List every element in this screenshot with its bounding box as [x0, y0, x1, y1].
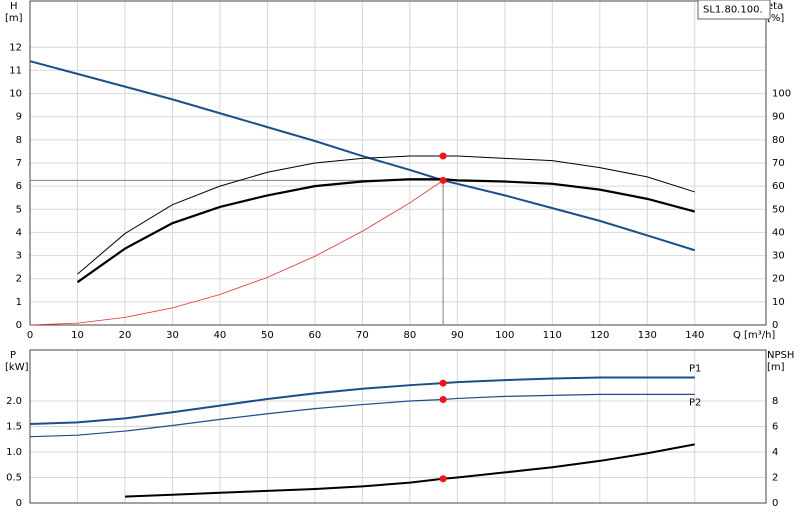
y-tick-label: 0 [16, 498, 22, 509]
y2-tick-label: 70 [772, 158, 785, 169]
x-axis-label: Q [m³/h] [733, 330, 775, 341]
curve [29, 393, 695, 438]
y2-tick-label: 100 [772, 89, 791, 100]
y-axis-label: H [10, 1, 18, 12]
y-tick-label: 8 [16, 135, 22, 146]
y-tick-label: 5 [16, 204, 22, 215]
x-tick-label: 40 [214, 330, 227, 341]
y-tick-label: 2 [16, 274, 22, 285]
y-tick-label: 7 [16, 158, 22, 169]
curve [124, 443, 695, 498]
chart-title: SL1.80.100. [703, 5, 763, 16]
y-axis-label: P [10, 350, 16, 361]
y2-axis-label: eta [767, 1, 783, 12]
y-axis-unit: [kW] [5, 362, 29, 373]
x-tick-label: 10 [71, 330, 84, 341]
y-tick-label: 10 [9, 89, 22, 100]
y-tick-label: 12 [9, 42, 22, 53]
y2-tick-label: 90 [772, 112, 785, 123]
y2-tick-label: 8 [772, 396, 778, 407]
y-tick-label: 1.5 [6, 422, 22, 433]
x-tick-label: 60 [309, 330, 322, 341]
x-tick-label: 120 [590, 330, 609, 341]
y2-tick-label: 80 [772, 135, 785, 146]
operating-point [439, 379, 447, 387]
x-tick-label: 20 [119, 330, 132, 341]
x-tick-label: 130 [638, 330, 657, 341]
y2-tick-label: 60 [772, 181, 785, 192]
x-tick-label: 100 [495, 330, 514, 341]
y2-axis-label: NPSH [767, 350, 794, 361]
curve [29, 376, 695, 425]
operating-point [439, 475, 447, 483]
operating-point [439, 176, 447, 184]
y-tick-label: 9 [16, 112, 22, 123]
y-tick-label: 4 [16, 227, 22, 238]
y-tick-label: 1.0 [6, 447, 22, 458]
x-tick-label: 50 [261, 330, 274, 341]
y2-axis-unit: [m] [767, 362, 785, 373]
x-tick-label: 90 [451, 330, 464, 341]
operating-point [439, 152, 447, 160]
y2-tick-label: 30 [772, 251, 785, 262]
series-label: P2 [689, 397, 701, 408]
title-box [697, 0, 771, 20]
plot-frame [29, 0, 767, 326]
y2-tick-label: 0 [772, 498, 778, 509]
x-tick-label: 0 [27, 330, 33, 341]
y2-tick-label: 50 [772, 204, 785, 215]
y-tick-label: 1 [16, 297, 22, 308]
x-tick-label: 70 [356, 330, 369, 341]
curve [76, 178, 696, 284]
x-tick-label: 110 [543, 330, 562, 341]
series-label: P1 [689, 364, 701, 375]
y-tick-label: 0 [16, 320, 22, 331]
y-tick-label: 6 [16, 181, 22, 192]
y2-tick-label: 0 [772, 320, 778, 331]
y-tick-label: 2.0 [6, 396, 22, 407]
plot-frame [29, 349, 767, 504]
curve [77, 155, 695, 275]
operating-point [439, 395, 447, 403]
x-tick-label: 30 [166, 330, 179, 341]
y2-tick-label: 40 [772, 227, 785, 238]
y2-tick-label: 10 [772, 297, 785, 308]
y2-tick-label: 2 [772, 473, 778, 484]
x-tick-label: 140 [685, 330, 704, 341]
curve [29, 180, 444, 326]
y-tick-label: 11 [9, 65, 22, 76]
y-tick-label: 3 [16, 251, 22, 262]
y-axis-unit: [m] [5, 13, 23, 24]
y2-tick-label: 20 [772, 274, 785, 285]
curve [29, 60, 696, 252]
y2-tick-label: 6 [772, 422, 778, 433]
x-tick-label: 80 [404, 330, 417, 341]
y2-tick-label: 4 [772, 447, 778, 458]
y2-axis-unit: [%] [767, 13, 784, 24]
y-tick-label: 0.5 [6, 473, 22, 484]
